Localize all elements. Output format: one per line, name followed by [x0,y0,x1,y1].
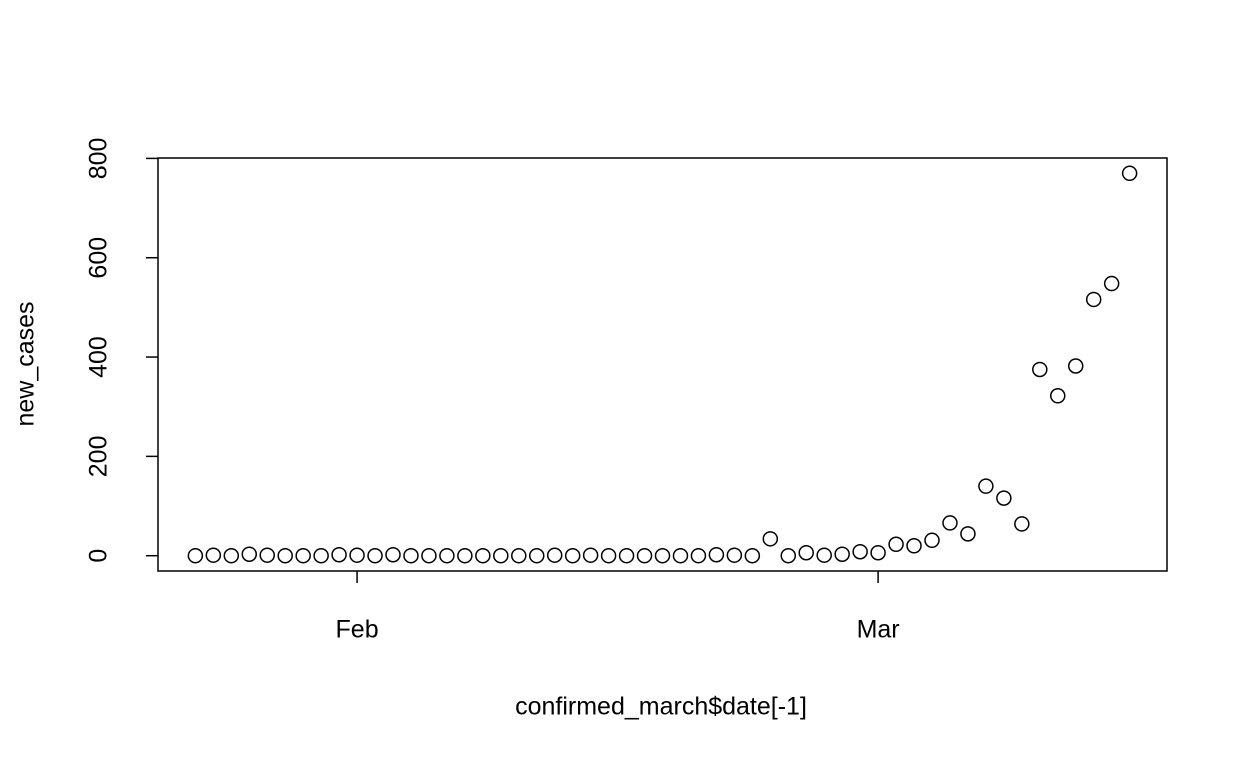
point [942,515,958,531]
point [744,547,761,564]
y-axis-label: new_cases [12,301,40,426]
y-tick-label: 400 [85,336,113,378]
x-axis-label: confirmed_march$date[-1] [515,693,807,721]
point [1050,388,1066,404]
point [439,547,455,564]
point [1014,516,1030,532]
y-tick-label: 800 [85,138,113,180]
point [888,536,904,553]
point [187,547,204,564]
point [1032,361,1048,378]
point [1067,358,1084,374]
point [259,547,275,563]
point [996,490,1012,506]
point [331,546,347,563]
point [960,526,976,542]
point [582,547,599,563]
point [708,546,725,563]
point [780,547,797,564]
point [1085,291,1102,308]
point [277,547,293,564]
point [511,547,527,564]
y-tick-label: 200 [85,436,113,478]
point [1103,275,1120,292]
point [313,547,329,564]
point [870,544,886,561]
point [834,546,850,562]
point [493,547,509,564]
point [978,478,994,494]
point [241,546,258,562]
point [546,547,563,563]
point [726,547,743,563]
point [672,547,689,564]
point [457,547,473,564]
point [1121,165,1138,182]
point [654,547,671,564]
point [349,547,365,563]
x-tick-label: Mar [857,616,900,644]
point [924,532,940,549]
point [367,547,383,564]
x-tick-label: Feb [336,616,379,644]
point [636,547,653,564]
point [852,543,868,560]
point [690,547,707,564]
y-tick-label: 600 [85,237,113,279]
point [564,547,581,564]
point [528,547,545,564]
point [475,547,491,564]
point [762,531,779,547]
point [295,547,311,564]
point [205,547,222,563]
point [385,546,401,563]
point [618,547,635,564]
point [421,547,437,564]
point [223,547,240,564]
point [906,538,922,554]
point [816,547,832,563]
y-tick-label: 0 [85,549,113,563]
plot-frame [157,157,1168,572]
point [600,547,617,564]
point [403,547,419,564]
point [798,544,814,561]
